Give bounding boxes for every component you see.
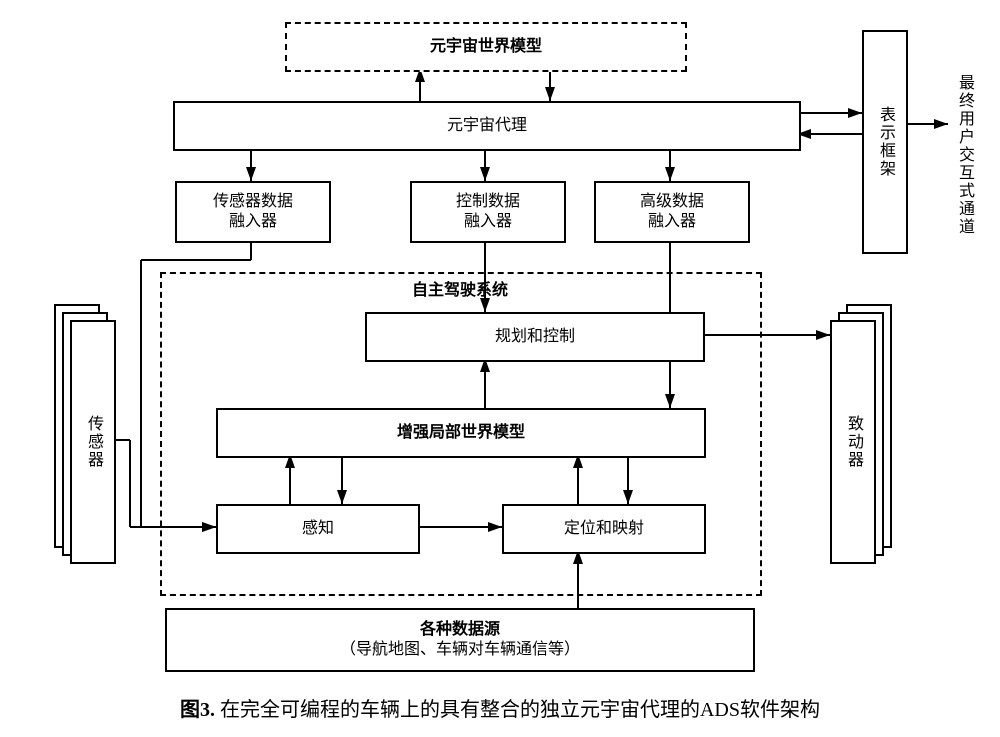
node-sensors: 传感器	[70, 320, 116, 564]
pres-frame-label: 表示框架	[875, 106, 895, 178]
ads-title-label: 自主驾驶系统	[412, 281, 508, 301]
end-user-label: 最终用户交互式通道	[954, 74, 974, 236]
plan-ctrl-label: 规划和控制	[495, 327, 575, 347]
node-loc-map: 定位和映射	[502, 504, 706, 554]
node-control-fuse: 控制数据 融入器	[410, 181, 566, 243]
node-plan-ctrl: 规划和控制	[365, 312, 705, 362]
loc-map-label: 定位和映射	[564, 519, 644, 539]
node-adv-fuse: 高级数据 融入器	[594, 181, 750, 243]
sensor-fuse-label: 传感器数据 融入器	[213, 192, 293, 232]
sensors-label: 传感器	[83, 415, 103, 469]
control-fuse-label: 控制数据 融入器	[456, 192, 520, 232]
node-actuators: 致动器	[830, 320, 876, 564]
node-aug-world: 增强局部世界模型	[216, 408, 706, 458]
node-data-src: 各种数据源 （导航地图、车辆对车辆通信等）	[165, 608, 755, 672]
node-sensor-fuse: 传感器数据 融入器	[175, 181, 331, 243]
node-world-model: 元宇宙世界模型	[285, 22, 687, 72]
node-perception: 感知	[216, 504, 420, 554]
data-src-line2: （导航地图、车辆对车辆通信等）	[340, 640, 580, 660]
diagram-stage: 元宇宙世界模型 元宇宙代理 传感器数据 融入器 控制数据 融入器 高级数据 融入…	[0, 0, 1000, 737]
node-pres-frame: 表示框架	[862, 30, 908, 254]
ads-title: 自主驾驶系统	[360, 278, 560, 304]
agent-label: 元宇宙代理	[447, 116, 527, 136]
node-agent: 元宇宙代理	[173, 101, 801, 151]
world-model-label: 元宇宙世界模型	[430, 37, 542, 57]
node-end-user: 最终用户交互式通道	[948, 20, 980, 290]
data-src-line1: 各种数据源	[420, 620, 500, 640]
figure-caption: 图3. 在完全可编程的车辆上的具有整合的独立元宇宙代理的ADS软件架构	[0, 693, 1000, 722]
caption-prefix: 图3.	[180, 699, 220, 721]
aug-world-label: 增强局部世界模型	[397, 423, 525, 443]
perception-label: 感知	[302, 519, 334, 539]
actuators-label: 致动器	[843, 415, 863, 469]
adv-fuse-label: 高级数据 融入器	[640, 192, 704, 232]
caption-text: 在完全可编程的车辆上的具有整合的独立元宇宙代理的ADS软件架构	[220, 699, 820, 721]
